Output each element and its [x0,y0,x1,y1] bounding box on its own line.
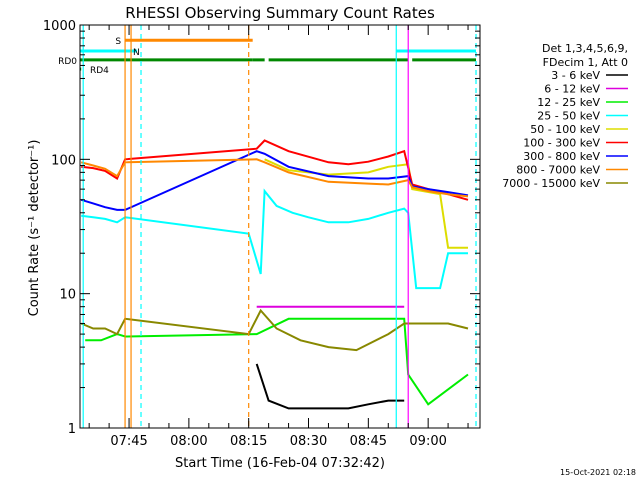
legend-header-line-1: Det 1,3,4,5,6,9, [542,42,628,55]
legend-label-25-50-kev: 25 - 50 keV [537,110,600,123]
flag-label-rd0: RD0 [58,57,77,67]
legend-label-12-25-kev: 12 - 25 keV [537,96,600,109]
x-axis-label: Start Time (16-Feb-04 07:32:42) [175,456,385,471]
x-tick-label: 08:00 [170,434,207,449]
legend-label-300-800-kev: 300 - 800 keV [523,150,600,163]
series-line-50-100-kev [264,158,468,249]
series-line-300-800-kev [80,150,469,211]
x-tick-label: 08:30 [290,434,327,449]
y-tick-label: 10 [59,288,76,303]
x-tick-label: 08:15 [230,434,267,449]
timestamp: 15-Oct-2021 02:18 [560,468,636,477]
flag-label-s: S [115,37,121,47]
series-line-3-6-kev [255,363,405,410]
chart-title: RHESSI Observing Summary Count Rates [125,4,435,22]
x-tick-label: 09:00 [409,434,446,449]
y-axis-label: Count Rate (s⁻¹ detector⁻¹) [27,140,42,317]
legend-label-800-7000-kev: 800 - 7000 keV [516,164,600,177]
legend-label-3-6-kev: 3 - 6 keV [551,69,600,82]
x-tick-label: 08:45 [350,434,387,449]
legend-label-7000-15000-kev: 7000 - 15000 keV [502,177,600,190]
x-tick-label: 07:45 [110,434,147,449]
y-tick-label: 1000 [43,19,76,34]
legend-label-50-100-kev: 50 - 100 keV [530,123,600,136]
legend-label-100-300-kev: 100 - 300 keV [523,137,600,150]
series-line-25-50-kev [81,188,468,290]
legend-label-6-12-kev: 6 - 12 keV [544,83,600,96]
legend-header-line-2: FDecim 1, Att 0 [543,56,628,69]
series-line-800-7000-kev [80,158,469,198]
flag-label-rd4: RD4 [90,66,109,76]
flag-label-n: N [133,48,140,58]
series-line-7000-15000-kev [80,308,469,352]
plot-frame [79,24,481,429]
y-tick-label: 1 [68,422,76,437]
y-tick-label: 100 [51,153,76,168]
series-line-12-25-kev [85,317,469,406]
series-line-100-300-kev [81,139,469,201]
